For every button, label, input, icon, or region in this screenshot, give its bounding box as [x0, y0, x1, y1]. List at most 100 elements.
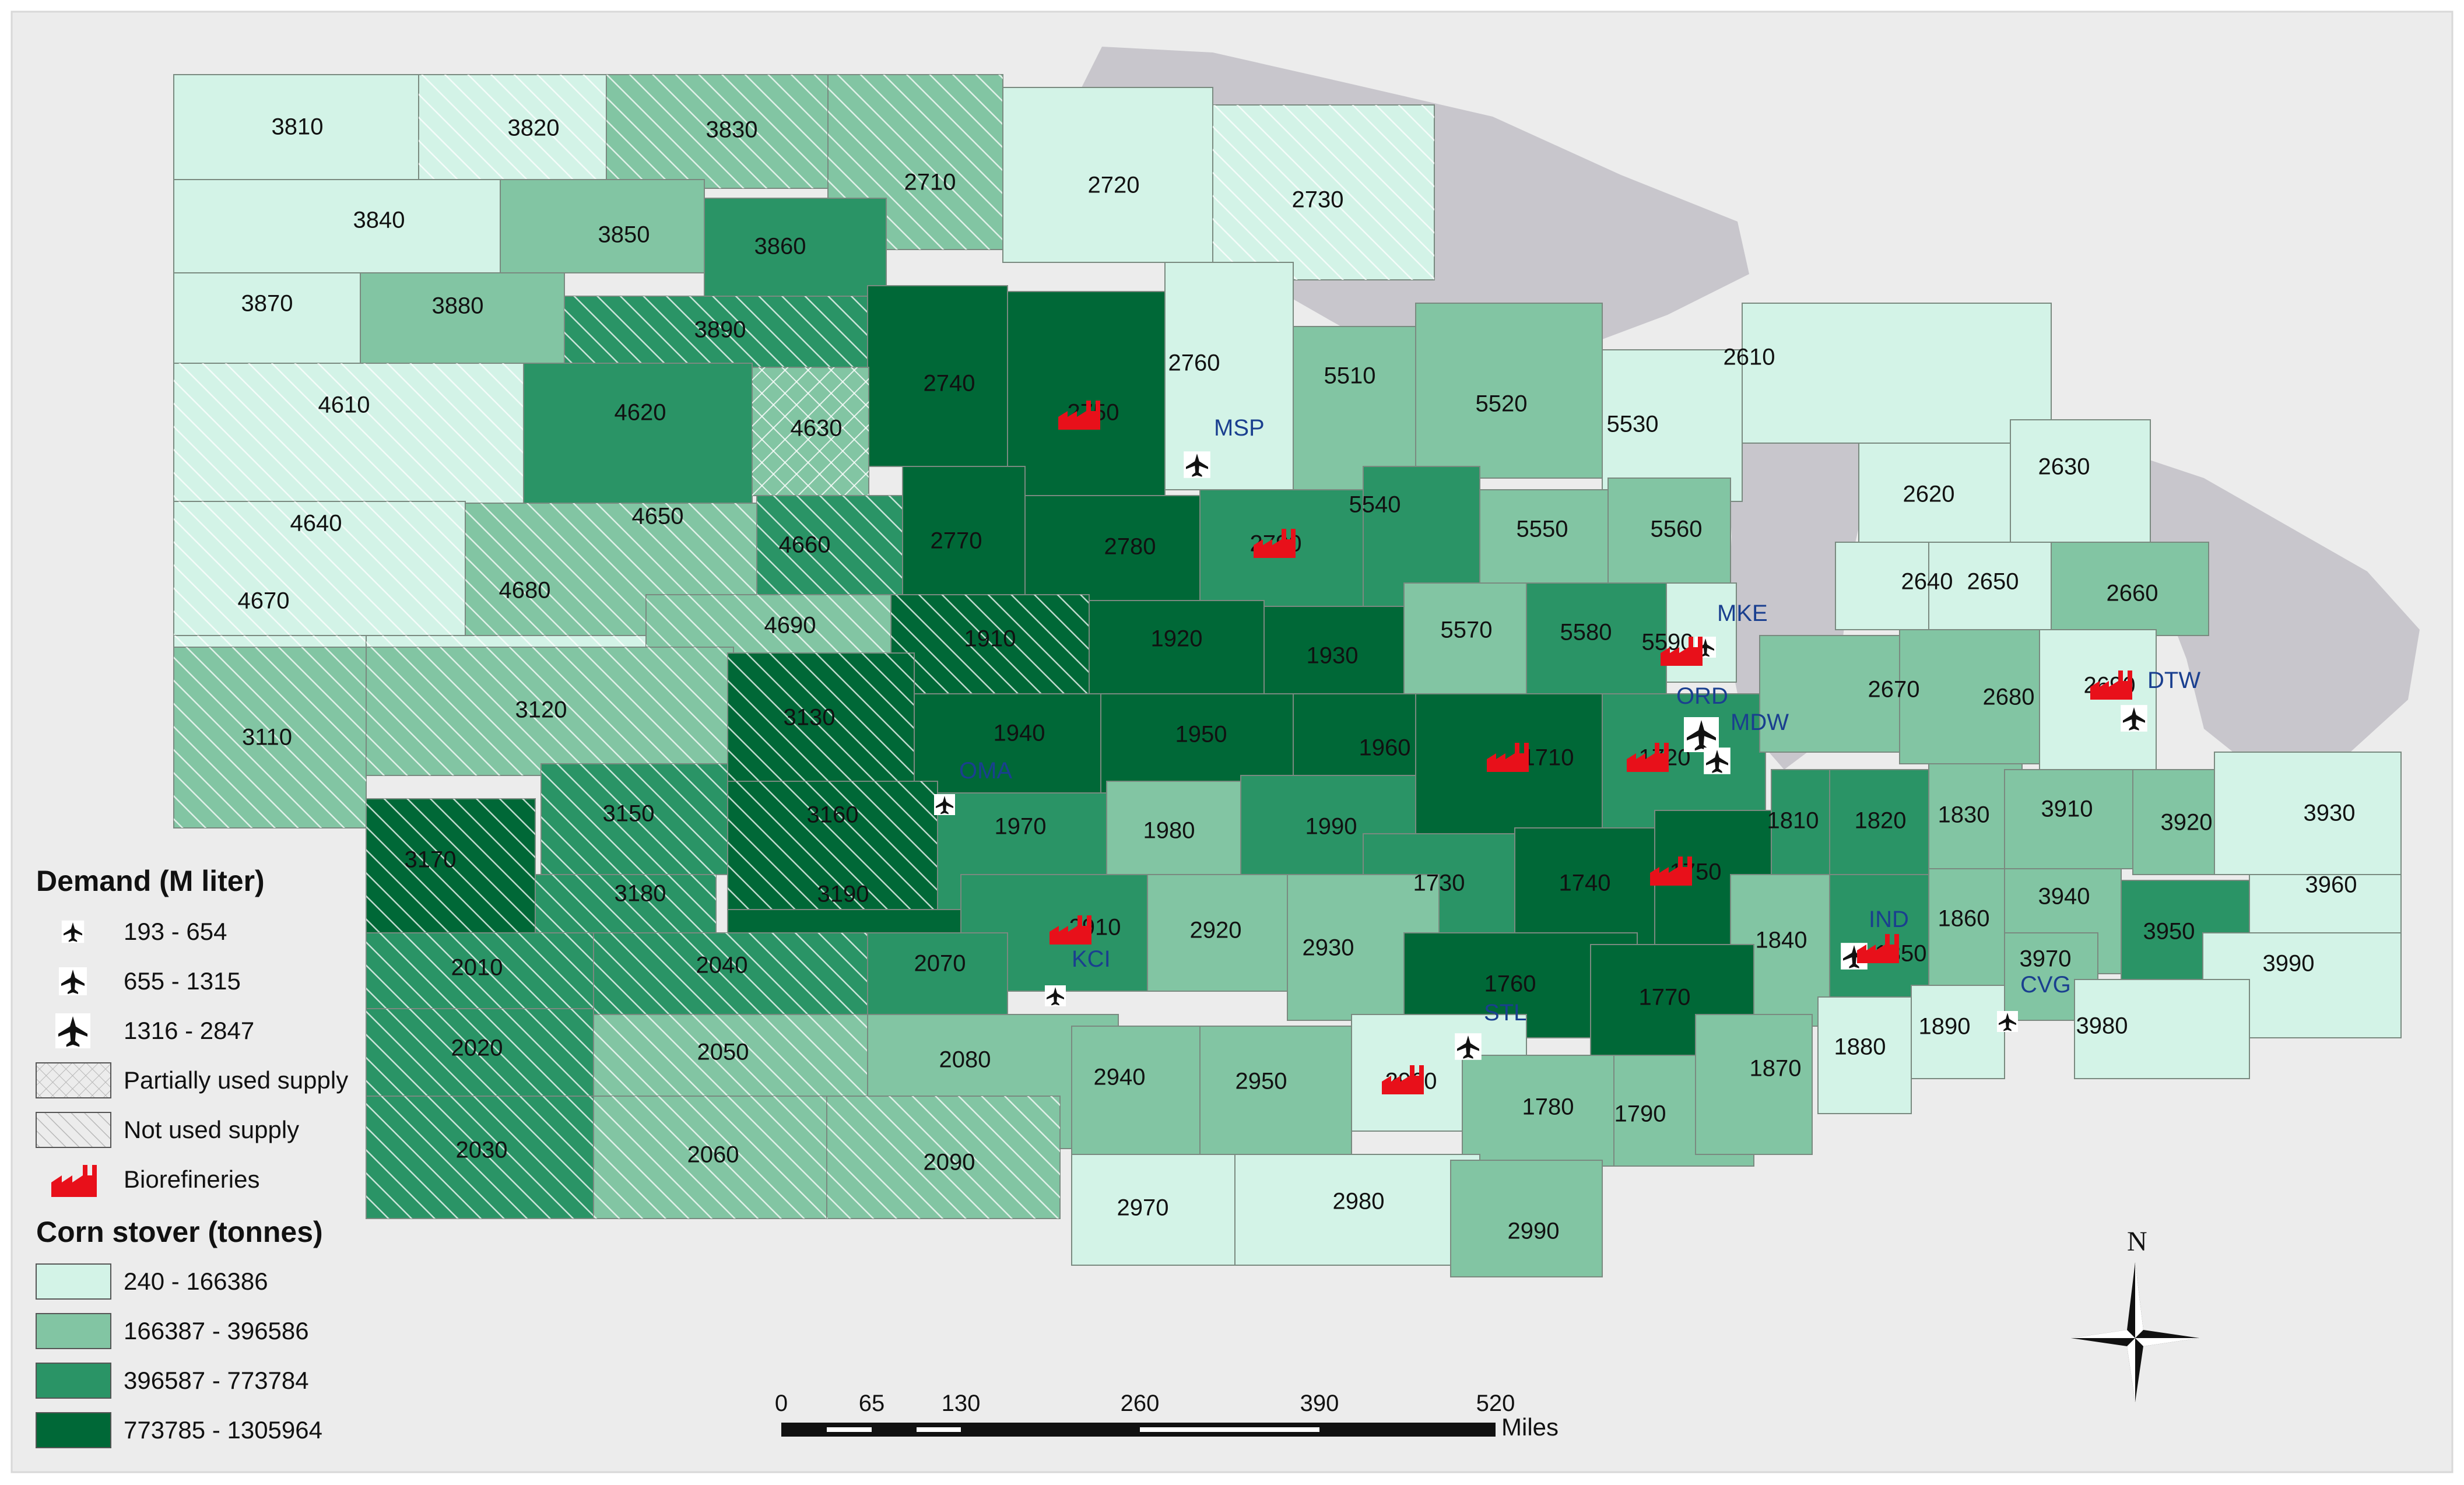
airport-label-ord: ORD [1676, 683, 1728, 709]
region-1920 [1089, 600, 1265, 706]
region-label-1990: 1990 [1305, 814, 1357, 840]
region-label-1790: 1790 [1614, 1101, 1666, 1127]
region-hatch-1910 [891, 595, 1089, 700]
legend-demand-label-1: 193 - 654 [124, 918, 227, 945]
region-label-2670: 2670 [1868, 677, 1920, 703]
region-1870 [1695, 1014, 1813, 1155]
scale-tick-520: 520 [1476, 1391, 1515, 1416]
region-label-2040: 2040 [696, 953, 748, 978]
region-label-3130: 3130 [784, 705, 836, 731]
legend: Demand (M liter) 193 - 654 655 - 1315 13… [36, 865, 348, 1448]
biorefinery-icon [1050, 915, 1091, 945]
region-2940 [1071, 1026, 1201, 1167]
region-2950 [1199, 1026, 1352, 1167]
north-arrow: N [2071, 1226, 2199, 1402]
legend-biorefineries-label: Biorefineries [124, 1165, 259, 1193]
region-hatch-4610 [174, 363, 524, 503]
region-2690 [2039, 629, 2157, 776]
region-label-4630: 4630 [791, 416, 843, 441]
region-hatch-3130 [728, 653, 914, 781]
region-1890 [1911, 985, 2005, 1079]
legend-stover-label-3: 396587 - 773784 [124, 1367, 309, 1394]
airport-label-cvg: CVG [2020, 972, 2071, 998]
region-label-2950: 2950 [1235, 1069, 1287, 1094]
region-label-3990: 3990 [2263, 951, 2315, 977]
region-2720 [1002, 87, 1213, 263]
region-label-3170: 3170 [405, 847, 457, 873]
region-2980 [1234, 1154, 1480, 1266]
legend-stover-title: Corn stover (tonnes) [36, 1216, 323, 1248]
airport-label-ind: IND [1869, 907, 1909, 932]
region-4620 [523, 363, 753, 504]
region-hatch-2730 [1213, 105, 1434, 280]
region-label-1820: 1820 [1855, 808, 1907, 834]
region-label-1760: 1760 [1484, 971, 1536, 997]
region-hatch-2050 [594, 1014, 868, 1102]
region-label-2630: 2630 [2038, 454, 2090, 480]
region-label-1980: 1980 [1143, 818, 1195, 844]
region-label-1880: 1880 [1834, 1034, 1886, 1060]
region-label-1970: 1970 [995, 814, 1047, 840]
region-2610 [1742, 303, 2052, 444]
region-hatch-3110 [174, 647, 366, 828]
legend-stover-swatch-2 [36, 1313, 111, 1349]
region-label-4640: 4640 [290, 511, 342, 536]
region-label-3850: 3850 [598, 222, 650, 248]
region-2920 [1147, 874, 1288, 992]
region-2670 [1759, 635, 1900, 753]
scale-bar-outline [781, 1423, 1496, 1437]
region-label-2990: 2990 [1508, 1219, 1560, 1244]
legend-stover-label-1: 240 - 166386 [124, 1268, 268, 1295]
region-label-4680: 4680 [499, 578, 551, 603]
region-label-3940: 3940 [2038, 884, 2090, 910]
region-label-1840: 1840 [1756, 928, 1807, 953]
region-labels-layer: 3810 3820 3830 2710 2720 2730 3840 3850 3860 3870… [238, 114, 2357, 1244]
region-label-1960: 1960 [1359, 735, 1411, 761]
region-hatch-4630 [752, 367, 869, 496]
legend-partially-used-swatch [36, 1062, 111, 1098]
region-label-5580: 5580 [1560, 620, 1612, 645]
region-label-1730: 1730 [1413, 870, 1465, 896]
scale-bar: 0 65 130 260 390 520 Miles [775, 1391, 1559, 1441]
lake-huron [2099, 443, 2420, 775]
region-label-3910: 3910 [2041, 796, 2093, 822]
region-label-2610: 2610 [1724, 345, 1775, 370]
airport-icon-oma [934, 794, 955, 815]
scale-tick-0: 0 [775, 1391, 788, 1416]
airport-label-kci: KCI [1072, 946, 1111, 972]
legend-demand-item-3: 1316 - 2847 [55, 1013, 254, 1048]
legend-demand-label-2: 655 - 1315 [124, 967, 241, 995]
region-3910 [2004, 769, 2133, 869]
legend-partially-used-label: Partially used supply [124, 1066, 348, 1094]
region-label-5560: 5560 [1651, 517, 1703, 542]
region-label-4670: 4670 [238, 588, 290, 614]
region-label-1920: 1920 [1151, 626, 1203, 652]
region-label-2650: 2650 [1967, 569, 2019, 595]
region-2740 [867, 285, 1008, 467]
region-label-3950: 3950 [2143, 919, 2195, 945]
region-2770 [902, 466, 1026, 601]
region-label-1740: 1740 [1559, 870, 1611, 896]
region-label-1710: 1710 [1522, 745, 1574, 771]
region-label-2660: 2660 [2107, 581, 2158, 606]
scale-unit: Miles [1501, 1413, 1559, 1441]
north-label: N [2127, 1226, 2147, 1257]
region-label-2920: 2920 [1190, 918, 1242, 943]
region-label-3920: 3920 [2161, 810, 2213, 835]
legend-not-used-swatch [36, 1112, 111, 1148]
region-label-3860: 3860 [754, 234, 806, 259]
airport-label-mdw: MDW [1731, 710, 1789, 735]
airport-label-oma: OMA [959, 758, 1012, 784]
region-label-2680: 2680 [1983, 684, 2035, 710]
airplane-icon-medium [59, 967, 87, 995]
region-hatch-3820 [419, 75, 606, 180]
region-label-2780: 2780 [1104, 534, 1156, 560]
region-label-2060: 2060 [687, 1142, 739, 1168]
region-2990 [1450, 1160, 1603, 1277]
legend-demand-item-1: 193 - 654 [61, 918, 227, 945]
scale-tick-65: 65 [859, 1391, 885, 1416]
region-hatch-2060 [594, 1096, 844, 1219]
airport-icon-dtw [2121, 705, 2147, 732]
airport-icon-mdw [1704, 747, 1731, 774]
